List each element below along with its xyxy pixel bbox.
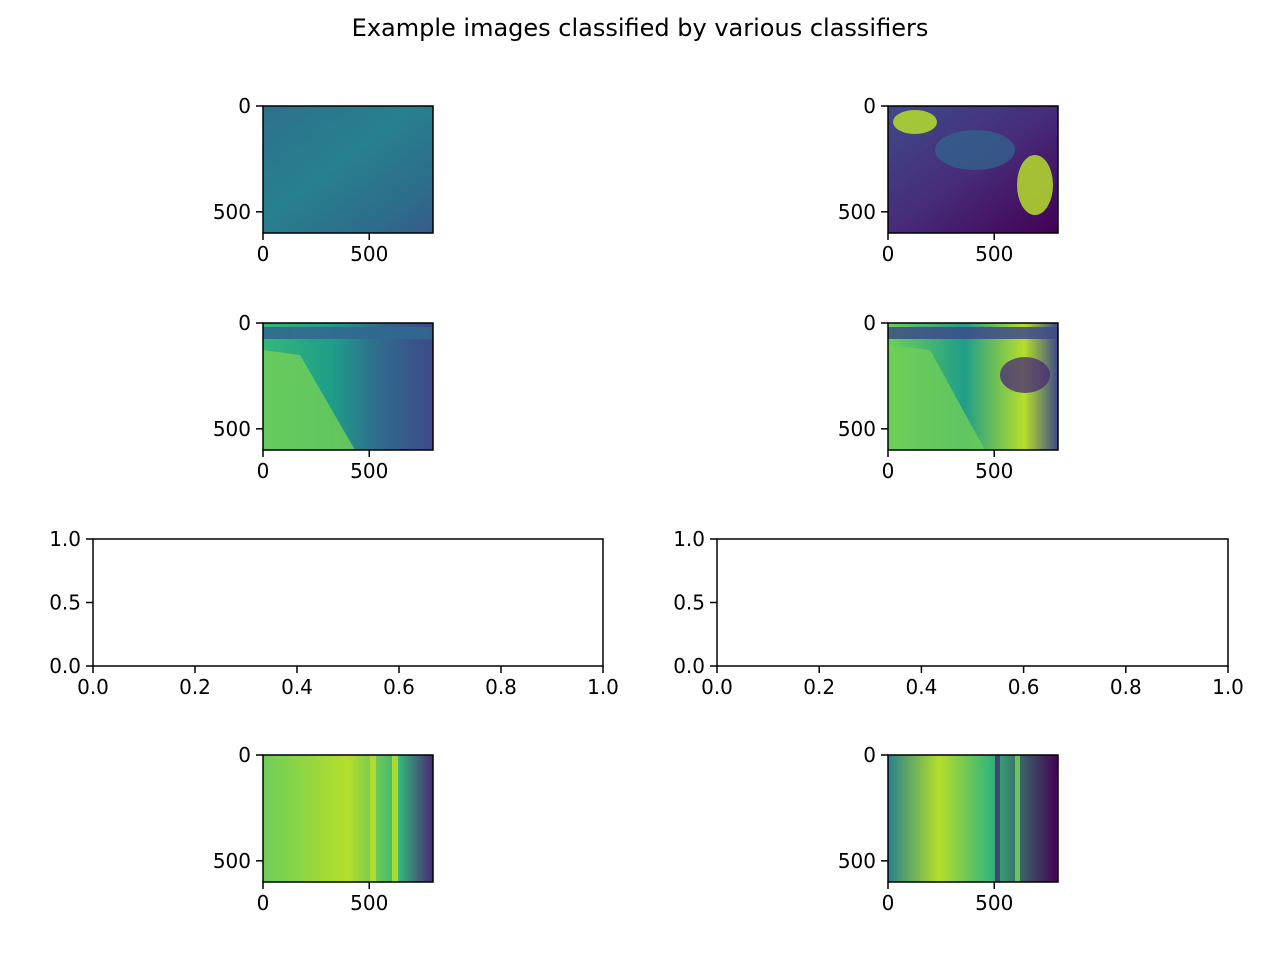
image-2-xtick-label-0: 0 [882,242,895,266]
image-1 [263,106,433,233]
image-5-xtick-label-1: 500 [350,891,388,915]
image-6-ytick-label-0: 0 [863,743,876,767]
image-3-bridge [263,327,433,339]
empty-axes-2-ytick-label-0: 0.0 [673,654,705,678]
image-1-ytick-label-0: 0 [238,94,251,118]
image-2-bright-patch-a [893,110,937,134]
empty-axes-1-xtick-label-1: 0.2 [179,675,211,699]
image-panel-2 [887,105,1059,234]
image-6-stripe-a [995,755,1000,882]
image-2-ytick-label-0: 0 [863,94,876,118]
image-2-frame [887,105,1059,234]
image-6-xtick-label-0: 0 [882,891,895,915]
empty-axes-1-xtick-label-3: 0.6 [383,675,415,699]
empty-axes-2-xtick-label-5: 1.0 [1212,675,1244,699]
image-4-xtick-label-1: 500 [975,459,1013,483]
image-6-ytick-label-1: 500 [838,849,876,873]
image-panel-4 [887,322,1059,451]
image-panel-5 [262,754,434,883]
image-3-grass [263,350,355,450]
empty-axes-1-xtick-label-4: 0.8 [485,675,517,699]
image-4-ytick-label-0: 0 [863,311,876,335]
image-5-ytick-label-1: 500 [213,849,251,873]
empty-axes-1-ytick-label-2: 1.0 [49,527,81,551]
image-3-xtick-label-0: 0 [257,459,270,483]
image-5 [263,755,433,882]
image-1-texture [263,106,433,233]
image-5-stripe-b [392,755,398,882]
image-4-bridge [888,327,1058,339]
empty-axes-2-frame [716,538,1229,667]
image-5-ytick-label-0: 0 [238,743,251,767]
image-6-frame [887,754,1059,883]
image-panel-3 [262,322,434,451]
image-3-ytick-label-0: 0 [238,311,251,335]
empty-axes-2-xtick-label-0: 0.0 [701,675,733,699]
image-panel-1 [262,105,434,234]
image-6-stripe-b [1015,755,1020,882]
image-1-xtick-label-0: 0 [257,242,270,266]
empty-axes-1-frame [92,538,604,667]
image-1-ytick-label-1: 500 [213,200,251,224]
image-4-frame [887,322,1059,451]
empty-axes-2-xtick-label-1: 0.2 [803,675,835,699]
image-4-dark-patch [1000,357,1050,393]
image-6 [888,755,1058,882]
image-4-ytick-label-1: 500 [838,417,876,441]
image-3-frame [262,322,434,451]
image-3-xtick-label-1: 500 [350,459,388,483]
empty-axes-1-xtick-label-5: 1.0 [587,675,619,699]
empty-axes-1-xtick-label-0: 0.0 [77,675,109,699]
image-2-mid-patch [935,130,1015,170]
image-1-frame [262,105,434,234]
empty-axes-2-ytick-label-1: 0.5 [673,591,705,615]
empty-axes-1-ytick-label-1: 0.5 [49,591,81,615]
empty-axes-2-xtick-label-2: 0.4 [905,675,937,699]
empty-axes-2-xtick-label-3: 0.6 [1008,675,1040,699]
empty-axes-2-xtick-label-4: 0.8 [1110,675,1142,699]
image-5-stripe-a [370,755,376,882]
empty-axes-1-ytick-label-0: 0.0 [49,654,81,678]
figure-title: Example images classified by various cla… [351,14,929,42]
image-1-xtick-label-1: 500 [350,242,388,266]
image-2-ytick-label-1: 500 [838,200,876,224]
image-6-xtick-label-1: 500 [975,891,1013,915]
image-4-grass [888,345,985,450]
image-2-xtick-label-1: 500 [975,242,1013,266]
image-4-xtick-label-0: 0 [882,459,895,483]
image-panel-6 [887,754,1059,883]
image-3-ytick-label-1: 500 [213,417,251,441]
image-2-bright-patch-b [1017,155,1053,215]
image-5-xtick-label-0: 0 [257,891,270,915]
empty-axes-2-ytick-label-2: 1.0 [673,527,705,551]
image-5-frame [262,754,434,883]
empty-axes-1-xtick-label-2: 0.4 [281,675,313,699]
